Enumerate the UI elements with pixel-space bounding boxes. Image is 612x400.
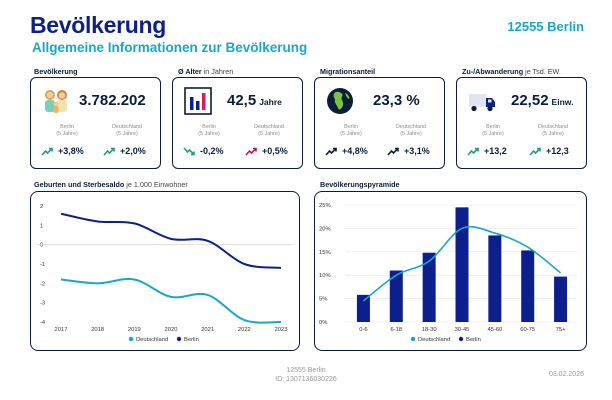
globe-icon xyxy=(327,88,353,114)
y-tick-label: 25% xyxy=(319,203,331,209)
y-tick-label: -3 xyxy=(40,301,45,307)
compare-berlin: Berlin (5 Jahre) xyxy=(56,124,78,137)
family-icon xyxy=(45,90,67,113)
x-tick-label: 75+ xyxy=(556,327,566,333)
kpi-label-migration: Migrationsanteil xyxy=(320,67,376,76)
footer: 12555 Berlin ID: 1307136030226 xyxy=(0,366,612,384)
trend-deutschland: +12,3 xyxy=(529,146,569,156)
compare-berlin: Berlin (5 Jahre) xyxy=(340,124,362,137)
kpi-card-migration[interactable]: 23,3 % Berlin (5 Jahre) Deutschland (5 Jah… xyxy=(314,77,445,169)
kpi-value: 22,52 Einw. xyxy=(511,92,574,109)
legend-marker xyxy=(410,336,416,342)
trend-up-icon xyxy=(387,147,399,156)
footer-date: 03.02.2026 xyxy=(548,371,584,378)
y-tick-label: 2 xyxy=(40,204,43,210)
y-tick-label: 5% xyxy=(319,297,327,303)
x-tick-label: 2019 xyxy=(128,327,141,333)
y-tick-label: 1 xyxy=(40,223,43,229)
footer-location: 12555 Berlin xyxy=(286,367,326,374)
bar-berlin xyxy=(488,235,502,322)
page-title: Bevölkerung xyxy=(30,12,167,38)
x-tick-label: 18-30 xyxy=(422,327,437,333)
kpi-label-migration-flow: Zu-/Abwanderung je Tsd. EW. xyxy=(462,67,561,76)
y-tick-label: -1 xyxy=(40,262,45,268)
trend-deutschland: +3,1% xyxy=(387,146,430,156)
chart-panel-births: 2 1 0 -1 -2 -3 -4 2017 2018 2019 2020 2021 2022 2023 D… xyxy=(30,191,300,351)
bar-berlin xyxy=(356,294,370,322)
x-tick-label: 2023 xyxy=(275,327,288,333)
x-tick-label: 60-75 xyxy=(520,327,535,333)
x-tick-label: 2018 xyxy=(91,327,104,333)
series-line-deutschland xyxy=(60,277,282,324)
y-tick-label: 20% xyxy=(319,226,331,232)
trend-up-icon xyxy=(325,147,337,156)
x-tick-label: 2022 xyxy=(238,327,251,333)
trend-up-icon xyxy=(41,147,53,156)
x-tick-label: 2021 xyxy=(201,327,214,333)
kpi-label-population: Bevölkerung xyxy=(34,67,78,76)
trend-berlin: +4,8% xyxy=(325,146,368,156)
compare-deutschland: Deutschland (5 Jahre) xyxy=(396,124,426,137)
trend-up-icon xyxy=(467,147,479,156)
legend-marker xyxy=(128,336,134,342)
compare-berlin: Berlin (5 Jahre) xyxy=(198,124,220,137)
legend-label: Deutschland xyxy=(418,337,450,343)
kpi-value: 23,3 % xyxy=(373,92,420,109)
y-tick-label: 0% xyxy=(319,320,327,326)
truck-icon xyxy=(469,94,495,112)
compare-deutschland: Deutschland (5 Jahre) xyxy=(112,124,142,137)
legend-label: Deutschland xyxy=(136,337,168,343)
page-subtitle: Allgemeine Informationen zur Bevölkerung xyxy=(32,40,308,55)
kpi-card-age[interactable]: 42,5 Jahre Berlin (5 Jahre) Deutschland (5 … xyxy=(172,77,303,169)
trend-up-icon xyxy=(529,147,541,156)
trend-deutschland: +0,5% xyxy=(245,146,288,156)
compare-berlin: Berlin (5 Jahre) xyxy=(482,124,504,137)
legend-marker xyxy=(176,336,182,342)
kpi-card-migration-flow[interactable]: 22,52 Einw. Berlin (5 Jahre) Deutschland (5… xyxy=(456,77,587,169)
kpi-value: 42,5 Jahre xyxy=(227,92,282,109)
bar-berlin xyxy=(554,276,568,322)
trend-berlin: +13,2 xyxy=(467,146,507,156)
legend-label: Berlin xyxy=(466,337,481,343)
chart-label-pyramid: Bevölkerungspyramide xyxy=(320,180,400,189)
bar-berlin xyxy=(389,270,403,322)
trend-berlin: +3,8% xyxy=(41,146,84,156)
x-tick-label: 0-6 xyxy=(359,327,367,333)
x-tick-label: 2017 xyxy=(55,327,68,333)
legend-label: Berlin xyxy=(184,337,199,343)
kpi-label-age: Ø Alter in Jahren xyxy=(178,67,234,76)
trend-down-icon xyxy=(183,146,195,155)
y-tick-label: 15% xyxy=(319,250,331,256)
kpi-value: 3.782.202 xyxy=(79,92,146,109)
chart-panel-pyramid: 0% 5% 10% 15% 20% 25% 0-6 6-18 18-30 30-45 45-60 60… xyxy=(314,191,587,351)
bar-berlin xyxy=(455,207,469,322)
chart-label-births: Geburten und Sterbesaldo je 1.000 Einwoh… xyxy=(34,180,188,189)
x-tick-label: 30-45 xyxy=(455,327,470,333)
line-chart: 2 1 0 -1 -2 -3 -4 2017 2018 2019 2020 2021 2022 2023 D… xyxy=(37,204,293,343)
series-line-berlin xyxy=(60,212,282,269)
kpi-card-population[interactable]: 3.782.202 Berlin (5 Jahre) Deutschland (5 … xyxy=(30,77,161,169)
compare-deutschland: Deutschland (5 Jahre) xyxy=(254,124,284,137)
bar-chart-icon xyxy=(184,87,212,115)
trend-deutschland: +2,0% xyxy=(103,146,146,156)
series-line-deutschland xyxy=(362,225,562,302)
legend-marker xyxy=(458,336,464,342)
footer-id: ID: 1307136030226 xyxy=(275,376,337,383)
bar-berlin xyxy=(521,250,535,322)
bar-berlin xyxy=(422,252,436,322)
x-tick-label: 2020 xyxy=(165,327,178,333)
y-tick-label: -4 xyxy=(40,320,46,326)
y-tick-label: 10% xyxy=(319,273,331,279)
trend-up-icon xyxy=(103,147,115,156)
bar-chart: 0% 5% 10% 15% 20% 25% 0-6 6-18 18-30 30-45 45-60 60… xyxy=(319,203,577,343)
x-tick-label: 6-18 xyxy=(390,327,402,333)
compare-deutschland: Deutschland (5 Jahre) xyxy=(538,124,568,137)
location-label: 12555 Berlin xyxy=(507,19,584,34)
x-tick-label: 45-60 xyxy=(487,327,502,333)
y-tick-label: -2 xyxy=(40,281,45,287)
y-tick-label: 0 xyxy=(40,243,43,249)
trend-up-icon xyxy=(245,147,257,156)
trend-berlin: -0,2% xyxy=(183,146,224,156)
